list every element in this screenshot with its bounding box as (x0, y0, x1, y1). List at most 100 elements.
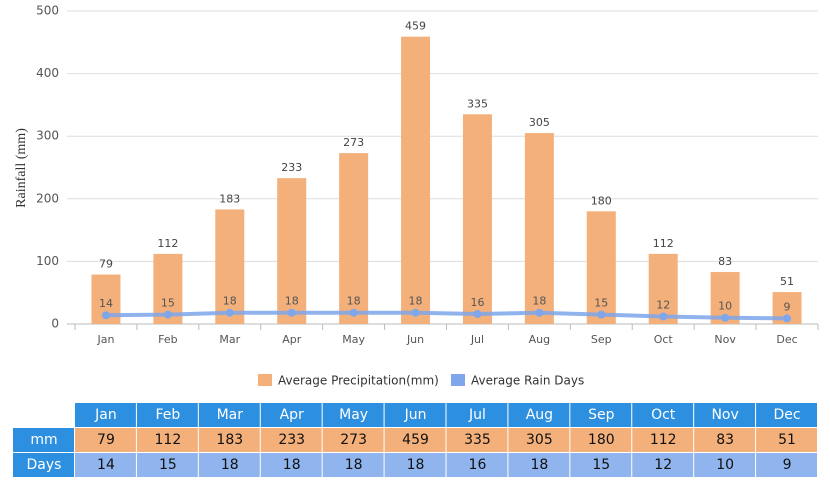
table-row-header-cell (13, 453, 74, 477)
data-label: 18 (409, 295, 423, 308)
table-cell (508, 453, 570, 477)
table-cell (508, 428, 570, 452)
table-cell (198, 453, 260, 477)
table-value: 51 (778, 432, 796, 448)
table-value: 12 (654, 457, 672, 473)
table-header: Jan (94, 407, 117, 423)
point (411, 308, 420, 317)
table-value: 18 (407, 457, 425, 473)
table-header: Apr (280, 407, 304, 423)
table-header-cell (694, 403, 756, 427)
point (597, 310, 606, 319)
table-cell (136, 453, 198, 477)
table-value: 459 (402, 432, 429, 448)
data-label: 15 (594, 297, 608, 310)
table-cell (756, 428, 817, 452)
table-header-cell (446, 403, 508, 427)
point (659, 312, 668, 321)
table-value: 15 (592, 457, 610, 473)
table-cell (198, 428, 260, 452)
table-header-cell (75, 403, 136, 427)
table-value: 10 (716, 457, 734, 473)
x-tick-label: Apr (282, 333, 302, 346)
y-tick-label: 200 (36, 191, 59, 205)
data-label: 183 (219, 192, 240, 205)
table-cell (322, 453, 384, 477)
table-cell (384, 453, 446, 477)
table-value: 18 (283, 457, 301, 473)
table-value: 18 (530, 457, 548, 473)
table-value: 305 (526, 432, 553, 448)
table-value: 79 (97, 432, 115, 448)
data-label: 180 (591, 194, 612, 207)
bar (462, 114, 492, 324)
table-value: 15 (159, 457, 177, 473)
data-label: 459 (405, 20, 426, 33)
bar (524, 133, 554, 324)
table-header: Dec (773, 407, 800, 423)
table-header-cell (260, 403, 322, 427)
table-value: 180 (588, 432, 615, 448)
table-cell (75, 428, 136, 452)
bar (339, 153, 369, 324)
bar (648, 253, 678, 324)
x-tick-label: Sep (591, 333, 612, 346)
table-value: 183 (216, 432, 243, 448)
table-value: 112 (155, 432, 182, 448)
x-tick-label: Mar (219, 333, 240, 346)
table-row-label: mm (30, 432, 57, 448)
table-cell (632, 428, 694, 452)
table-cell (694, 453, 756, 477)
table-cell (446, 428, 508, 452)
table-header: Jun (404, 407, 427, 423)
table-cell (632, 453, 694, 477)
table-header: Nov (711, 407, 738, 423)
point (287, 308, 296, 317)
data-label: 83 (718, 255, 732, 268)
table-value: 9 (783, 457, 792, 473)
legend-swatch (258, 374, 272, 386)
data-label: 233 (281, 161, 302, 174)
table-value: 18 (221, 457, 239, 473)
point (225, 308, 234, 317)
table-value: 233 (278, 432, 305, 448)
data-label: 112 (653, 237, 674, 250)
data-label: 18 (532, 295, 546, 308)
data-label: 9 (784, 300, 791, 313)
x-tick-label: Feb (158, 333, 177, 346)
line (105, 310, 788, 321)
table-cell (260, 453, 322, 477)
table-header: Jul (468, 407, 486, 423)
y-tick-label: 100 (36, 254, 59, 268)
data-label: 18 (347, 295, 361, 308)
table-value: 335 (464, 432, 491, 448)
point (535, 308, 544, 317)
x-tick-label: Nov (714, 333, 736, 346)
point (101, 311, 110, 320)
bar (277, 178, 307, 324)
point (783, 314, 792, 323)
data-label: 16 (470, 296, 484, 309)
table-cell (694, 428, 756, 452)
table-value: 16 (469, 457, 487, 473)
table-header-cell (756, 403, 817, 427)
table-header-cell (198, 403, 260, 427)
table-value: 273 (340, 432, 367, 448)
table-value: 14 (97, 457, 115, 473)
legend-label: Average Precipitation(mm) (278, 374, 439, 388)
x-tick-label: Jan (96, 333, 114, 346)
table-header-cell (570, 403, 632, 427)
y-tick-label: 500 (36, 4, 59, 18)
bar (401, 36, 431, 324)
table-header-cell (632, 403, 694, 427)
x-tick-label: Jul (470, 333, 484, 346)
data-label: 18 (223, 295, 237, 308)
table-row-label: Days (27, 457, 62, 473)
data-label: 12 (656, 298, 670, 311)
point (473, 309, 482, 318)
table-cell (570, 453, 632, 477)
table-cell (446, 453, 508, 477)
table-header-cell (322, 403, 384, 427)
data-label: 14 (99, 297, 113, 310)
